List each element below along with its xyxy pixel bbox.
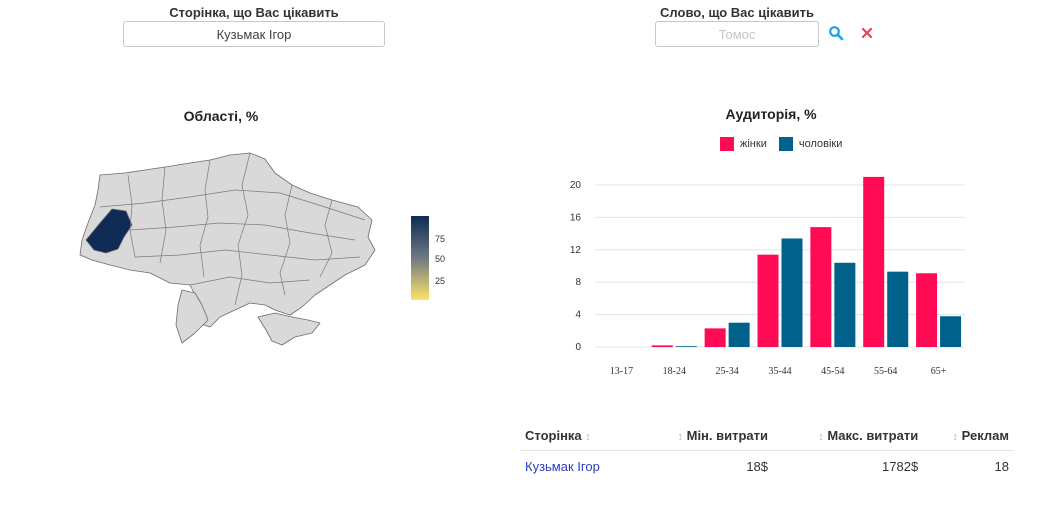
sort-icon[interactable]: ↕ <box>585 431 591 443</box>
bar-men[interactable] <box>940 316 962 347</box>
sort-icon[interactable]: ↕ <box>952 431 959 443</box>
x-tick-label: 65+ <box>931 366 947 377</box>
audience-title: Аудиторія, % <box>725 106 817 122</box>
x-tick-label: 25-34 <box>715 366 738 377</box>
x-tick-label: 45-54 <box>821 366 844 377</box>
x-tick-label: 18-24 <box>663 366 686 377</box>
column-header-ads[interactable]: ↕ Реклам <box>923 422 1014 451</box>
close-icon <box>861 27 873 38</box>
column-header-page-label: Сторінка <box>525 428 582 443</box>
bar-women[interactable] <box>651 345 673 347</box>
clear-button[interactable] <box>857 24 877 44</box>
page-link[interactable]: Кузьмак Ігор <box>525 459 600 474</box>
cell-ads: 18 <box>994 459 1009 474</box>
stats-table: Сторінка ↕ ↕ Мін. витрати ↕ Макс. витрат… <box>520 422 1014 482</box>
region-lviv <box>85 208 133 254</box>
page-field-label: Сторінка, що Вас цікавить <box>169 5 339 20</box>
search-button[interactable] <box>826 24 846 44</box>
y-tick-label: 0 <box>575 342 581 353</box>
y-tick-label: 12 <box>570 245 582 256</box>
chart-y-ticks: 0 4 8 12 16 20 <box>570 180 582 353</box>
x-tick-label: 35-44 <box>768 366 791 377</box>
table-header-row: Сторінка ↕ ↕ Мін. витрати ↕ Макс. витрат… <box>520 422 1014 451</box>
legend-swatch-women <box>720 137 734 151</box>
color-scale-bar <box>411 216 429 300</box>
column-header-ads-label: Реклам <box>961 428 1009 443</box>
cell-min: 18$ <box>746 459 769 474</box>
bar-women[interactable] <box>704 328 726 347</box>
chart-legend: жінки чоловіки <box>720 137 854 151</box>
chart-x-ticks: 13-17 18-24 25-34 35-44 45-54 55-64 65+ <box>610 366 947 377</box>
column-header-max[interactable]: ↕ Макс. витрати <box>773 422 924 451</box>
word-field-label: Слово, що Вас цікавить <box>660 5 814 20</box>
legend-swatch-men <box>778 137 793 151</box>
word-input[interactable] <box>655 21 819 47</box>
column-header-max-label: Макс. витрати <box>827 428 919 443</box>
map-outline <box>79 152 376 328</box>
map-southwest <box>175 289 209 344</box>
bar-women[interactable] <box>757 254 779 347</box>
x-tick-label: 13-17 <box>610 366 633 377</box>
bar-men[interactable] <box>887 271 909 347</box>
column-header-min[interactable]: ↕ Мін. витрати <box>635 422 774 451</box>
bar-women[interactable] <box>863 176 885 347</box>
page-input[interactable] <box>123 21 385 47</box>
map-title: Області, % <box>183 108 259 124</box>
legend-item-men[interactable]: чоловіки <box>778 137 843 151</box>
bar-men[interactable] <box>728 322 750 347</box>
cell-max: 1782$ <box>882 459 919 474</box>
column-header-page[interactable]: Сторінка ↕ <box>520 422 636 451</box>
search-icon <box>829 25 844 40</box>
bar-women[interactable] <box>810 227 832 347</box>
sort-icon[interactable]: ↕ <box>818 431 824 443</box>
ukraine-map <box>79 152 376 346</box>
cell-page: Кузьмак Ігор <box>520 451 636 483</box>
bar-women[interactable] <box>916 273 938 347</box>
regions-map <box>79 152 376 346</box>
scale-tick-label: 25 <box>435 276 445 286</box>
chart-grid <box>595 184 965 348</box>
y-tick-label: 4 <box>575 310 581 321</box>
scale-tick-label: 50 <box>435 254 445 264</box>
y-tick-label: 20 <box>570 180 582 191</box>
map-crimea <box>257 312 321 346</box>
legend-label-men: чоловіки <box>798 138 843 150</box>
y-tick-label: 16 <box>570 212 582 223</box>
column-header-min-label: Мін. витрати <box>686 428 769 443</box>
legend-label-women: жінки <box>740 138 767 150</box>
chart-bars <box>651 176 962 347</box>
table-row: Кузьмак Ігор 18$ 1782$ 18 <box>520 451 1014 483</box>
color-scale-ticks: 75 50 25 <box>435 234 445 286</box>
bar-men[interactable] <box>834 262 856 347</box>
region-borders <box>99 152 366 306</box>
y-tick-label: 8 <box>575 277 581 288</box>
legend-item-women[interactable]: жінки <box>720 137 767 151</box>
x-tick-label: 55-64 <box>874 366 897 377</box>
scale-tick-label: 75 <box>435 234 445 244</box>
bar-men[interactable] <box>781 238 803 347</box>
sort-icon[interactable]: ↕ <box>677 431 683 443</box>
color-scale: 75 50 25 <box>411 216 445 300</box>
audience-bar-chart: 0 4 8 12 16 20 13-17 18-24 25-34 35-44 45-54 55-64… <box>570 176 965 377</box>
bar-men[interactable] <box>675 346 697 347</box>
